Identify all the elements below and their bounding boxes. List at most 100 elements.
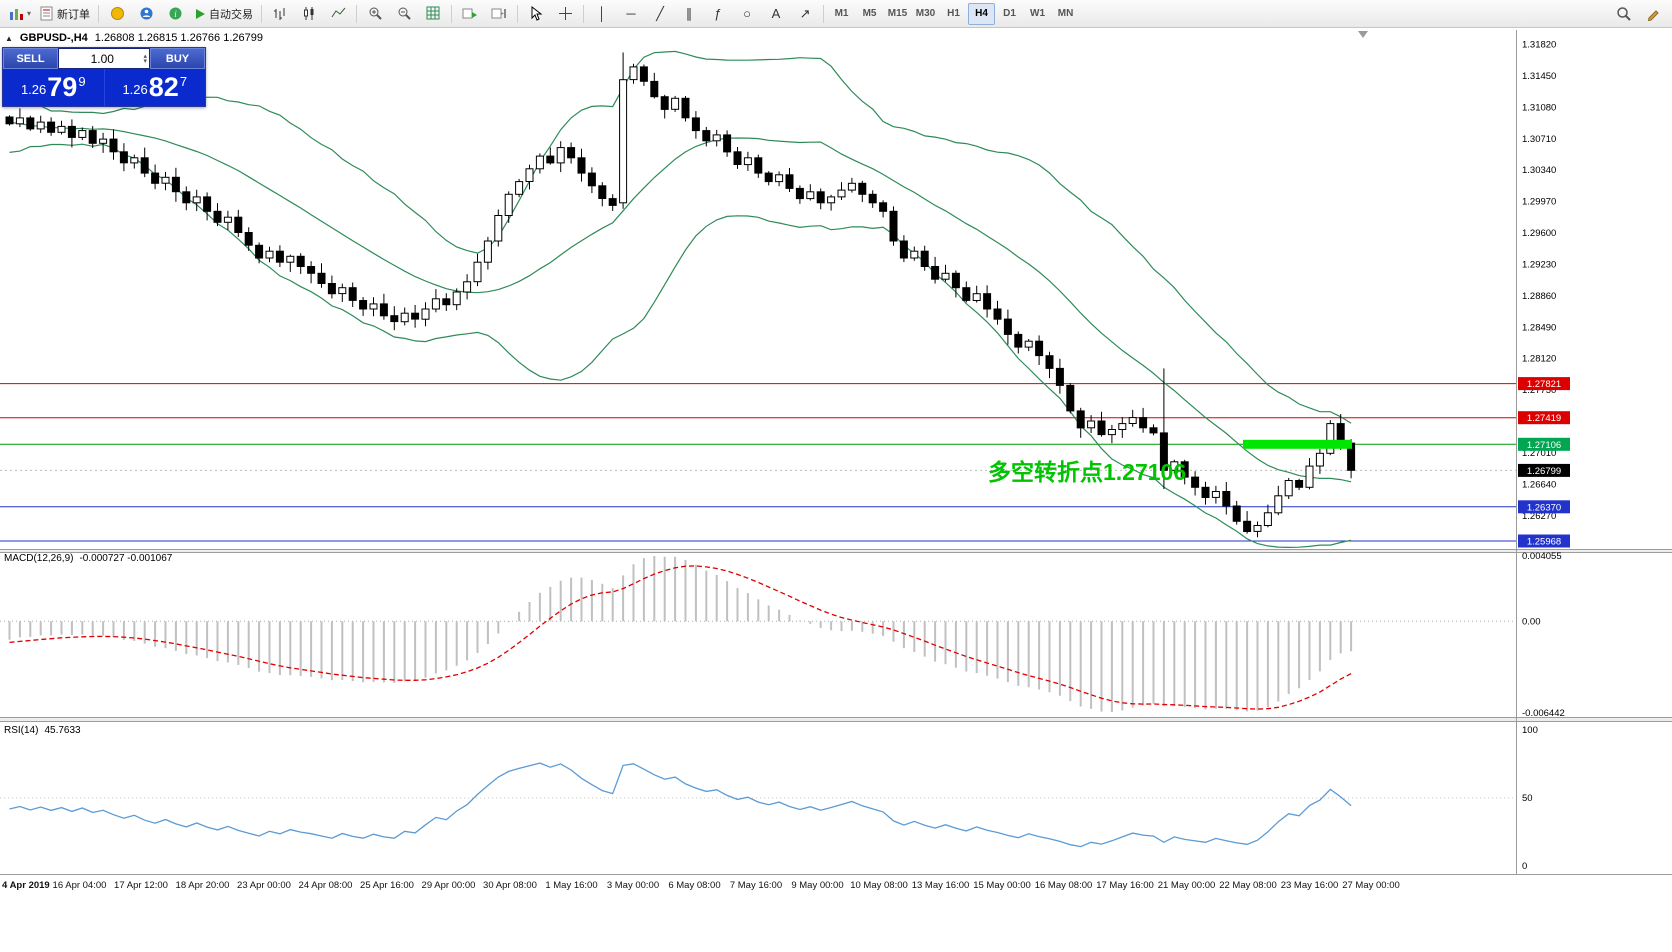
horizontal-line-button[interactable]: ─ xyxy=(626,6,636,21)
candle-body xyxy=(88,130,97,144)
spinner-down-icon[interactable]: ▾ xyxy=(143,57,147,65)
channel-button[interactable]: ∥ xyxy=(685,5,693,21)
chart-shift-marker[interactable] xyxy=(1358,31,1368,38)
candlestick-chart-button[interactable] xyxy=(295,2,323,26)
zoom-in-button[interactable] xyxy=(361,2,389,26)
time-axis-label: 17 Apr 12:00 xyxy=(114,880,168,891)
crosshair-icon xyxy=(558,7,572,20)
fibonacci-button[interactable]: ƒ xyxy=(714,6,722,21)
time-axis-label: 22 May 08:00 xyxy=(1219,880,1277,891)
shapes-button[interactable]: ○ xyxy=(743,6,751,21)
timeframe-button-h1[interactable]: H1 xyxy=(947,8,960,19)
timeframe-button-d1[interactable]: D1 xyxy=(1003,8,1016,19)
candle-body xyxy=(67,125,76,138)
timeframe-button-mn[interactable]: MN xyxy=(1057,8,1074,19)
time-axis-label: 25 Apr 16:00 xyxy=(360,880,414,891)
timeframe-button-m1[interactable]: M1 xyxy=(834,8,849,19)
price-axis-label: 1.28490 xyxy=(1522,322,1556,333)
auto-scroll-button[interactable] xyxy=(456,2,484,26)
candle-body xyxy=(161,176,170,184)
pencil-icon xyxy=(1647,10,1659,21)
price-axis-label: 1.31080 xyxy=(1522,102,1556,113)
candle-body xyxy=(1170,461,1179,471)
toolbar-separator xyxy=(517,4,519,23)
zoom-out-button[interactable] xyxy=(390,2,418,26)
volume-value[interactable]: 1.00 xyxy=(90,51,114,66)
one-click-trading-panel: SELL 1.00 ▴ ▾ BUY 1.26 79 9 1.26 82 7 xyxy=(2,47,206,107)
arrows-button[interactable]: ↗ xyxy=(799,5,811,21)
candle-body xyxy=(525,168,534,183)
volume-spinner[interactable]: ▴ ▾ xyxy=(143,52,147,65)
candle-body xyxy=(931,266,940,280)
panel-separator[interactable] xyxy=(0,549,1672,553)
search-button[interactable] xyxy=(1610,2,1638,26)
pivot-annotation[interactable]: 多空转折点1.27106 xyxy=(988,459,1187,485)
market-button[interactable] xyxy=(132,2,160,26)
new-order-button[interactable]: 新订单 xyxy=(36,2,94,26)
candle-body xyxy=(535,155,544,170)
panel-separator[interactable] xyxy=(0,717,1672,722)
candle-body xyxy=(993,308,1002,320)
line-chart-button[interactable] xyxy=(324,2,352,26)
candle-body xyxy=(15,117,24,125)
candle-body xyxy=(400,312,409,323)
timeframe-button-m5[interactable]: M5 xyxy=(862,8,877,19)
bar-chart-button[interactable] xyxy=(266,2,294,26)
sell-button[interactable]: SELL xyxy=(3,48,58,69)
candle-body xyxy=(348,287,357,301)
candle-body xyxy=(785,174,794,189)
trendline-button[interactable]: ╱ xyxy=(656,5,664,21)
candle-body xyxy=(577,157,586,174)
candle-body xyxy=(275,250,284,263)
candle-body xyxy=(1014,333,1023,348)
volume-field[interactable]: 1.00 ▴ ▾ xyxy=(59,49,149,68)
candle-body xyxy=(816,191,825,204)
timeframe-button-m30[interactable]: M30 xyxy=(915,8,936,19)
timeframe-button-m15[interactable]: M15 xyxy=(887,8,908,19)
chart-shift-button[interactable] xyxy=(485,2,513,26)
bollinger-upper-band xyxy=(9,50,1352,424)
candle-body xyxy=(317,272,326,284)
line-chart-icon xyxy=(331,7,345,18)
time-axis-label: 10 May 08:00 xyxy=(850,880,908,891)
edit-button[interactable] xyxy=(1639,2,1667,26)
new-chart-button[interactable]: ▾ xyxy=(5,2,35,26)
timeframe-button-w1[interactable]: W1 xyxy=(1030,8,1046,19)
timeframe-button-h4[interactable]: H4 xyxy=(968,2,996,25)
candle-body xyxy=(972,293,981,302)
candle-body xyxy=(5,116,14,125)
candle-body xyxy=(1315,452,1324,467)
candle-body xyxy=(1003,318,1012,335)
pivot-highlight-band[interactable] xyxy=(1243,439,1352,449)
buy-button[interactable]: BUY xyxy=(150,48,205,69)
time-axis-label: 17 May 16:00 xyxy=(1096,880,1154,891)
candle-body xyxy=(1024,340,1033,348)
mql5-button[interactable] xyxy=(103,2,131,26)
chart-symbol-header: ▲ GBPUSD-,H4 1.26808 1.26815 1.26766 1.2… xyxy=(5,32,263,44)
candle-body xyxy=(1097,420,1106,436)
candle-body xyxy=(660,96,669,110)
candle-body xyxy=(567,147,576,159)
candle-body xyxy=(556,147,565,164)
toolbar: ▾ 新订单 i 自动交易 xyxy=(0,0,1672,28)
sell-price-display[interactable]: 1.26 79 9 xyxy=(3,69,104,106)
indicators-button[interactable] xyxy=(419,2,447,26)
price-tag-label: 1.26799 xyxy=(1527,466,1561,477)
price-axis-label: 1.28120 xyxy=(1522,354,1556,365)
autotrading-button[interactable]: 自动交易 xyxy=(190,2,257,26)
zoom-out-icon xyxy=(398,7,411,20)
help-button[interactable]: i xyxy=(161,2,189,26)
candle-body xyxy=(858,182,867,195)
spinner-up-icon[interactable]: ▴ xyxy=(143,52,147,60)
info-icon: i xyxy=(169,7,182,20)
cursor-button[interactable] xyxy=(522,2,550,26)
candle-body xyxy=(1180,461,1189,478)
text-button[interactable]: A xyxy=(771,6,781,21)
buy-price-display[interactable]: 1.26 82 7 xyxy=(105,69,206,106)
rsi-value: 45.7633 xyxy=(44,725,81,736)
vertical-line-button[interactable]: │ xyxy=(597,6,607,21)
candle-body xyxy=(119,151,128,164)
price-tag-label: 1.25968 xyxy=(1527,537,1561,548)
crosshair-button[interactable] xyxy=(551,2,579,26)
